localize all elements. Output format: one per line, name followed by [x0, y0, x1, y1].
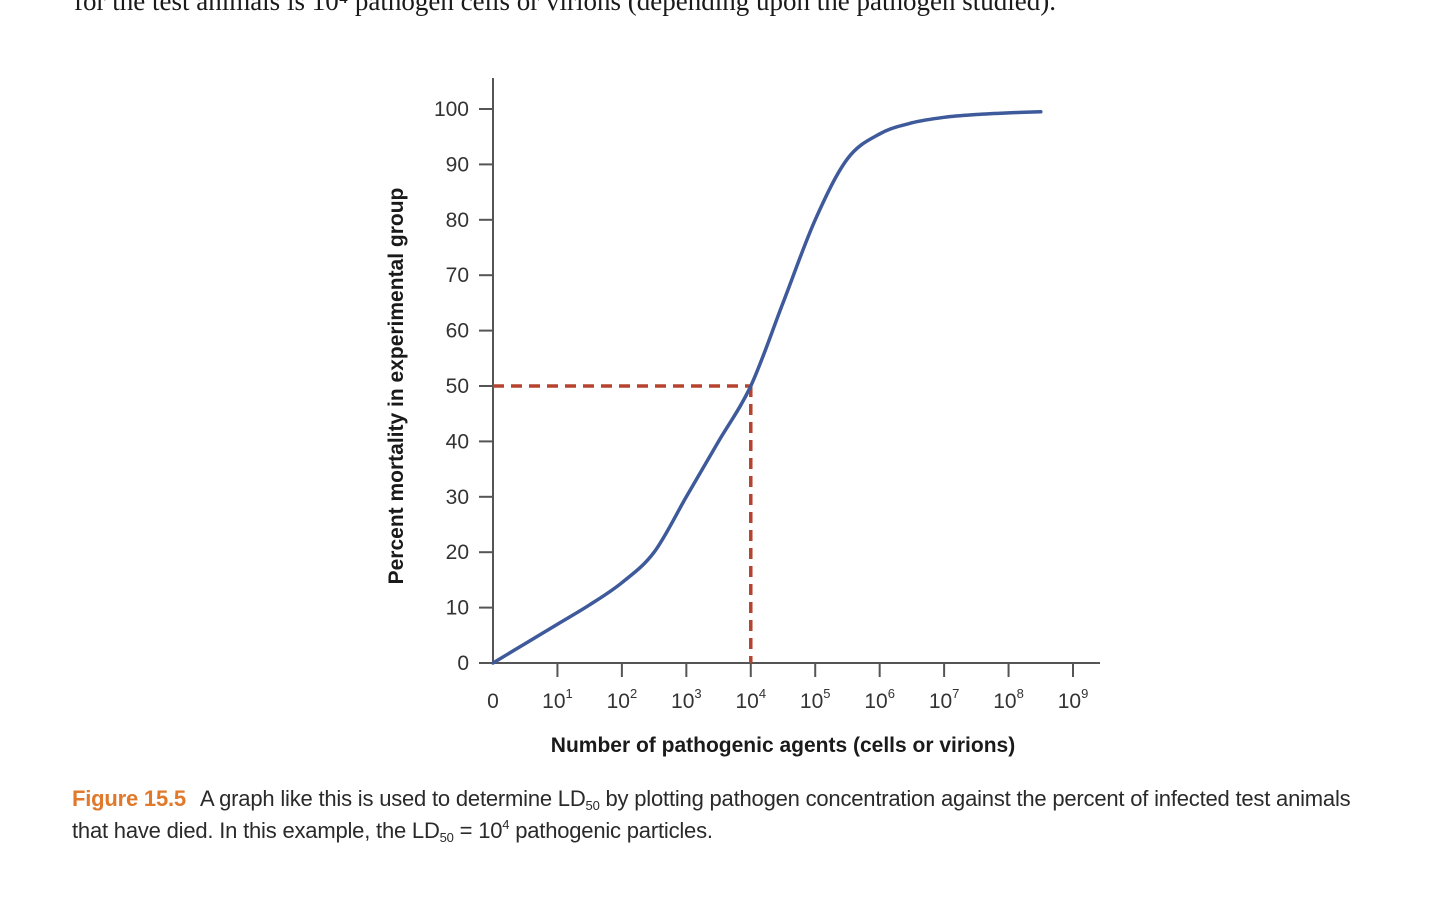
x-tick-label: 104 — [735, 686, 766, 713]
caption-text-2: by plotting pathogen concentration again… — [72, 786, 1351, 843]
x-tick-label: 107 — [929, 686, 960, 713]
figure-caption: Figure 15.5 A graph like this is used to … — [72, 783, 1382, 847]
ld50-chart: 0 10 20 30 40 50 60 70 80 90 100 0 101 102 103 104 105 10… — [385, 78, 1100, 757]
caption-sub-2: 50 — [439, 830, 454, 845]
caption-text-4: pathogenic particles. — [509, 818, 713, 843]
x-tick-label: 109 — [1058, 686, 1089, 713]
x-tick-label: 103 — [671, 686, 702, 713]
caption-text-3: = 10 — [453, 818, 503, 843]
x-axis-title: Number of pathogenic agents (cells or vi… — [551, 734, 1015, 757]
y-tick-label: 80 — [446, 209, 469, 232]
y-tick-label: 50 — [446, 375, 469, 398]
x-tick-label: 108 — [993, 686, 1024, 713]
caption-sup: 4 — [502, 817, 510, 832]
y-axis-title: Percent mortality in experimental group — [385, 188, 408, 585]
y-tick-label: 30 — [446, 486, 469, 509]
x-tick-label: 105 — [800, 686, 831, 713]
x-tick-label: 0 — [487, 690, 499, 713]
y-tick-label: 90 — [446, 153, 469, 176]
mortality-curve — [491, 110, 1043, 665]
x-tick-label: 101 — [542, 686, 573, 713]
y-tick-label: 10 — [446, 597, 469, 620]
caption-text-1: A graph like this is used to determine L… — [199, 786, 586, 811]
y-tick-label: 100 — [434, 98, 469, 121]
y-tick-label: 40 — [446, 430, 469, 453]
y-tick-label: 70 — [446, 264, 469, 287]
x-tick-label: 102 — [607, 686, 638, 713]
preceding-paragraph-text: for the test animals is 10⁴ pathogen cel… — [74, 0, 1056, 16]
x-tick-label: 106 — [864, 686, 895, 713]
y-tick-label: 60 — [446, 320, 469, 343]
figure-label: Figure 15.5 — [72, 786, 186, 811]
y-tick-label: 20 — [446, 541, 469, 564]
caption-sub-1: 50 — [585, 798, 600, 813]
y-tick-label: 0 — [457, 652, 469, 675]
